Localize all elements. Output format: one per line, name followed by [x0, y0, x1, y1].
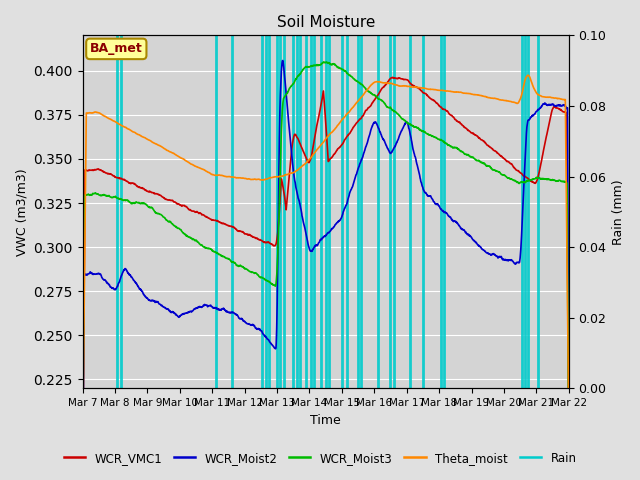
Text: BA_met: BA_met: [90, 42, 143, 55]
Legend: WCR_VMC1, WCR_Moist2, WCR_Moist3, Theta_moist, Rain: WCR_VMC1, WCR_Moist2, WCR_Moist3, Theta_…: [59, 447, 581, 469]
Title: Soil Moisture: Soil Moisture: [276, 15, 375, 30]
Y-axis label: VWC (m3/m3): VWC (m3/m3): [15, 168, 28, 256]
Y-axis label: Rain (mm): Rain (mm): [612, 179, 625, 245]
X-axis label: Time: Time: [310, 414, 341, 427]
